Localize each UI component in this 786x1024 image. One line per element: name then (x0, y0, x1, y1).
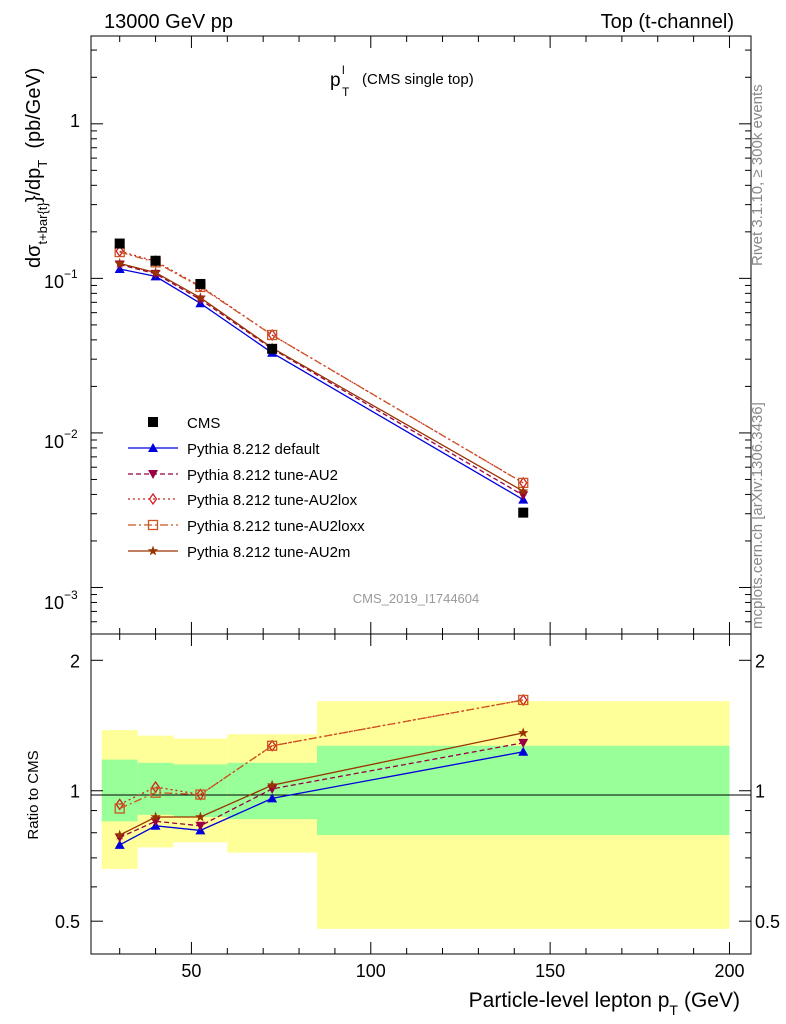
y-tick-label-10m3: 10 (44, 593, 64, 613)
main-series-point (195, 292, 206, 303)
ratio-series-point (195, 821, 206, 831)
ylabel-part-4: T (35, 160, 50, 168)
ratio-series-point (518, 746, 529, 756)
legend-label-cms: CMS (187, 415, 220, 432)
x-axis-label: Particle-level lepton pT (GeV) (469, 989, 740, 1018)
main-panel: 1 10 −1 10 −2 10 −3 p l T (CMS single to… (23, 35, 752, 635)
header-left: 13000 GeV pp (104, 11, 233, 33)
main-series-point (266, 329, 278, 341)
rivet-version-label: Rivet 3.1.10, ≥ 300k events (749, 84, 766, 266)
cms-data-point (150, 255, 161, 266)
header-right: Top (t-channel) (601, 11, 734, 33)
ratio-x-tick-label: 50 (181, 961, 201, 981)
ratio-series-point (518, 694, 529, 706)
ratio-series-point (114, 839, 125, 849)
cms-data-point (267, 343, 278, 354)
y-tick-exp-m1: −1 (64, 267, 78, 281)
y-tick-label-10m1: 10 (44, 272, 64, 292)
y-tick-exp-m3: −3 (64, 588, 78, 602)
ratio-frame (90, 633, 752, 955)
y-tick-exp-m2: −2 (64, 427, 78, 441)
legend-marker (148, 443, 158, 452)
mcplots-label: mcplots.cern.ch [arXiv:1306.3436] (749, 402, 766, 629)
ratio-series-point (266, 779, 278, 790)
ratio-series-point (150, 787, 161, 798)
ylabel-part-2: t+bar{t} (35, 202, 50, 245)
ylabel-part-5: (pb/GeV) (23, 68, 45, 160)
ratio-series-point (114, 803, 125, 814)
xlabel-unit: (GeV) (684, 989, 740, 1012)
main-series-group (114, 238, 529, 518)
legend-marker (147, 519, 159, 531)
main-series-line (119, 268, 524, 501)
ylabel-part-3: }/dp (23, 168, 45, 202)
analysis-watermark: CMS_2019_I1744604 (353, 591, 480, 606)
ratio-series-point (518, 727, 529, 738)
cms-data-point (195, 278, 206, 289)
legend: CMS Pythia 8.212 default Pythia 8.212 tu… (128, 415, 365, 561)
ratio-x-tick-label: 200 (714, 961, 744, 981)
legend-label-au2m: Pythia 8.212 tune-AU2m (187, 544, 350, 561)
ratio-axis-ticks (91, 634, 751, 954)
ratio-series-line (119, 699, 524, 810)
ratio-band-green (101, 759, 138, 822)
ratio-y-tick-label: 1 (70, 782, 80, 802)
legend-marker (148, 492, 158, 506)
ratio-series-point (518, 738, 529, 748)
ratio-band-green (173, 764, 228, 817)
ratio-y-tick-labels: 0.5 0.5 1 1 2 2 (55, 651, 780, 932)
y-axis-label: dσt+bar{t}}/dpT (pb/GeV) (23, 68, 50, 268)
main-series-point (114, 257, 125, 268)
ratio-series-group (114, 693, 529, 849)
main-title: p l T (CMS single top) (330, 63, 474, 99)
ratio-y-tick-label-right: 1 (755, 782, 765, 802)
ratio-y-tick-label: 2 (70, 651, 80, 671)
ratio-x-tick-labels: 50 100 150 200 (181, 961, 744, 981)
ylabel-part-1: dσ (23, 244, 45, 268)
main-series-point (518, 485, 529, 496)
ratio-band-green (137, 762, 174, 815)
legend-label-au2: Pythia 8.212 tune-AU2 (187, 467, 338, 484)
cms-data-point (518, 507, 529, 518)
y-tick-label-10m2: 10 (44, 432, 64, 452)
legend-label-au2loxx: Pythia 8.212 tune-AU2loxx (187, 518, 365, 535)
legend-label-au2lox: Pythia 8.212 tune-AU2lox (187, 492, 358, 509)
ratio-series-point (195, 789, 206, 800)
main-y-tick-labels: 1 10 −1 10 −2 10 −3 (44, 111, 80, 613)
ratio-y-axis-label: Ratio to CMS (25, 750, 42, 839)
legend-label-default: Pythia 8.212 default (187, 441, 320, 458)
title-sub: T (342, 85, 350, 99)
legend-marker-cms (148, 417, 158, 427)
ratio-series-point (115, 798, 124, 811)
ratio-panel: 0.5 0.5 1 1 2 2 50 100 150 200 Ratio to CMS Part… (25, 633, 780, 1018)
ratio-y-tick-label: 0.5 (55, 912, 80, 932)
xlabel-main: Particle-level lepton p (469, 989, 670, 1012)
main-series-line (119, 263, 524, 496)
ratio-series-point (114, 833, 125, 843)
title-extra: (CMS single top) (362, 71, 474, 88)
cms-data-point (114, 238, 125, 249)
ratio-series-point (150, 811, 161, 822)
legend-marker (148, 470, 158, 479)
ratio-uncertainty-bands (101, 701, 730, 929)
ratio-series-point (267, 793, 278, 803)
legend-marker (147, 545, 159, 556)
title-main: p (330, 70, 341, 91)
y-tick-label-1: 1 (70, 111, 80, 131)
xlabel-sub: T (669, 1002, 678, 1018)
main-series-point (150, 267, 161, 277)
ratio-band-green (316, 745, 730, 836)
ratio-x-tick-label: 100 (356, 961, 386, 981)
ratio-x-tick-label: 150 (535, 961, 565, 981)
ratio-y-tick-label-right: 0.5 (755, 912, 780, 932)
ratio-series-point (266, 740, 278, 751)
ratio-y-tick-label-right: 2 (755, 651, 765, 671)
ratio-series-point (195, 811, 206, 822)
title-sup: l (342, 63, 345, 77)
ratio-series-point (114, 829, 125, 840)
